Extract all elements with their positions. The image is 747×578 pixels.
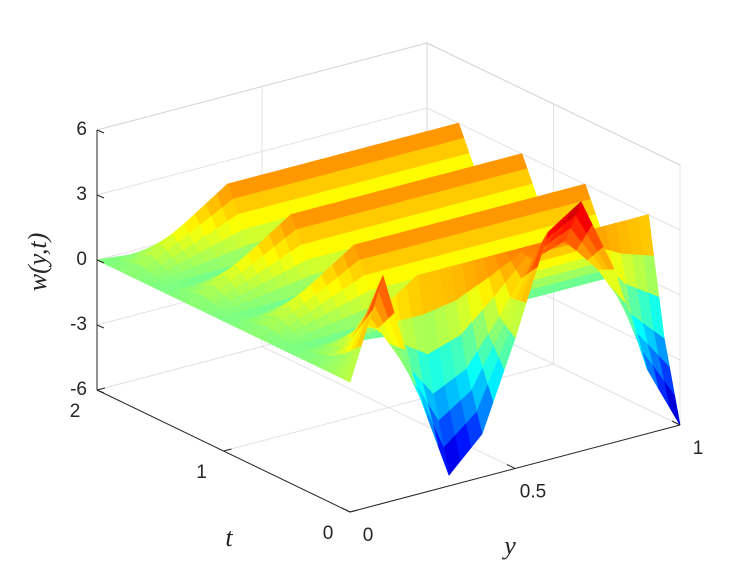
axis-box xyxy=(96,42,428,131)
t-axis-label: t xyxy=(225,523,233,552)
y-axis-label: y xyxy=(501,531,516,560)
z-tick xyxy=(96,194,105,199)
y-tick xyxy=(671,420,681,426)
y-tick-label: 1 xyxy=(693,438,704,459)
z-tick-label: 0 xyxy=(76,249,87,270)
y-tick xyxy=(341,507,351,513)
z-tick-label: -6 xyxy=(70,379,87,400)
z-tick-label: 6 xyxy=(76,119,87,140)
z-tick xyxy=(96,259,105,264)
t-tick-label: 0 xyxy=(323,523,334,544)
grid-line xyxy=(96,107,428,196)
z-tick xyxy=(96,324,105,329)
t-tick-label: 1 xyxy=(196,462,207,483)
y-tick-label: 0 xyxy=(363,525,374,546)
t-tick xyxy=(349,509,359,513)
surface xyxy=(96,122,681,476)
y-tick xyxy=(506,464,516,469)
t-tick xyxy=(96,387,106,391)
surface-patch xyxy=(344,346,362,383)
t-tick xyxy=(223,448,232,452)
axis-box xyxy=(426,42,681,166)
z-tick-label: -3 xyxy=(70,314,87,335)
z-tick xyxy=(96,389,105,394)
t-tick-label: 2 xyxy=(70,401,81,422)
z-axis-label: w(y,t) xyxy=(23,233,52,292)
grid-line xyxy=(426,107,681,231)
grid-line xyxy=(223,363,554,452)
y-tick-label: 0.5 xyxy=(520,482,546,503)
z-tick xyxy=(96,129,105,134)
z-tick-label: 3 xyxy=(76,184,87,205)
axes: -6 -3 0 3 6 0 1 2 0 0.5 1 xyxy=(70,119,704,546)
